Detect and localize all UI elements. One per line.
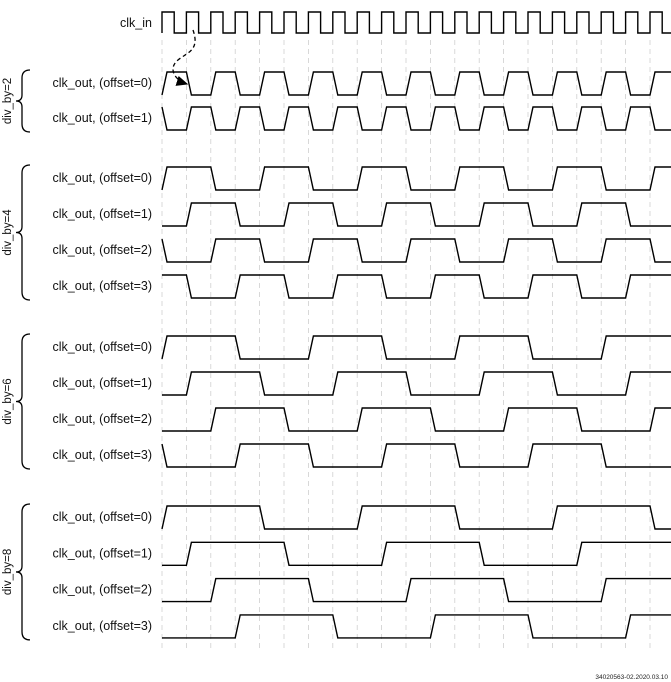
clk-out-label: clk_out, (offset=1) xyxy=(53,376,152,390)
clk-out-label: clk_out, (offset=2) xyxy=(53,583,152,597)
clk-out-waveform xyxy=(161,166,671,191)
clk-out-label: clk_out, (offset=1) xyxy=(53,111,152,125)
footer-id: 34020563-02.2020.03.10 xyxy=(595,674,668,681)
clk-out-waveform xyxy=(162,274,671,299)
clk-out-label: clk_out, (offset=3) xyxy=(53,448,152,462)
group-brace xyxy=(15,69,31,133)
clk-out-label: clk_out, (offset=2) xyxy=(53,412,152,426)
clk-out-waveform xyxy=(161,443,671,468)
clk-out-waveform xyxy=(162,541,671,566)
clk-out-label: clk_out, (offset=0) xyxy=(53,171,152,185)
waveforms xyxy=(161,11,671,639)
edge-sync-arrow xyxy=(172,29,196,86)
clk-out-waveform xyxy=(162,407,671,432)
grid-lines xyxy=(161,40,651,652)
clk-out-waveform xyxy=(161,71,671,96)
group-brace xyxy=(15,164,31,301)
group-brace xyxy=(15,333,31,470)
clk-out-waveform xyxy=(161,106,671,131)
signal-labels: clk_in clk_out, (offset=0) clk_out, (offse… xyxy=(53,16,153,633)
clk-in-label: clk_in xyxy=(120,16,152,30)
group-label: div_by=4 xyxy=(2,209,14,256)
clk-out-label: clk_out, (offset=0) xyxy=(53,340,152,354)
clk-out-waveform xyxy=(162,202,671,227)
group-label: div_by=8 xyxy=(2,549,14,595)
clk-out-label: clk_out, (offset=1) xyxy=(53,207,152,221)
clk-out-waveform xyxy=(162,577,671,603)
clk-out-label: clk_out, (offset=0) xyxy=(53,510,152,524)
clk-out-waveform xyxy=(161,238,671,263)
clk-out-waveform xyxy=(161,335,671,360)
group-braces: div_by=2 div_by=4 div_by=6 div_by=8 xyxy=(2,69,31,641)
clk-out-label: clk_out, (offset=3) xyxy=(53,279,152,293)
clk-out-waveform xyxy=(162,614,671,639)
group-label: div_by=6 xyxy=(2,378,14,424)
clk-out-label: clk_out, (offset=2) xyxy=(53,243,152,257)
group-brace xyxy=(15,503,31,641)
clk-out-waveform xyxy=(161,505,671,530)
clk-in-waveform xyxy=(161,11,671,34)
clk-out-label: clk_out, (offset=1) xyxy=(53,546,152,560)
clk-out-label: clk_out, (offset=0) xyxy=(53,76,152,90)
clk-out-waveform xyxy=(162,371,671,396)
clk-out-label: clk_out, (offset=3) xyxy=(53,619,152,633)
group-label: div_by=2 xyxy=(2,78,14,124)
